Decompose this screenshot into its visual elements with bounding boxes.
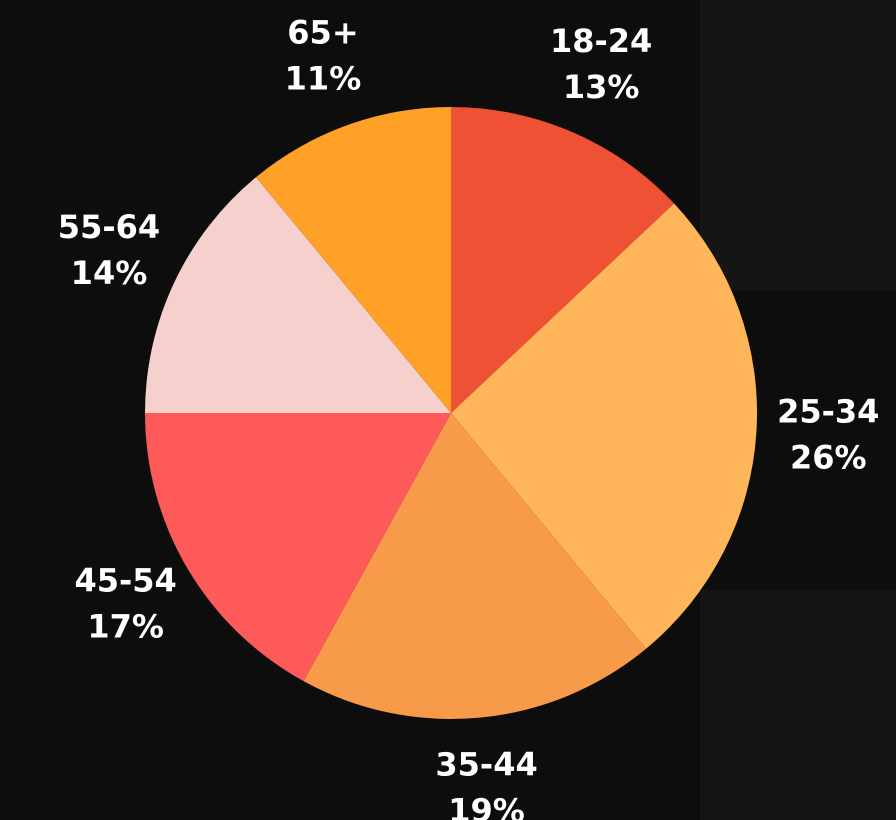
slice-category-label: 25-34 (777, 393, 879, 431)
slice-value-label: 26% (790, 439, 867, 477)
pie-slice (451, 107, 675, 413)
slice-category-label: 18-24 (550, 22, 652, 60)
slice-value-label: 14% (71, 254, 148, 292)
background-photo (700, 0, 896, 290)
slice-value-label: 13% (563, 68, 640, 106)
slice-value-label: 17% (87, 607, 164, 645)
pie-slice (145, 413, 451, 682)
slice-category-label: 45-54 (74, 561, 176, 599)
pie-slice (303, 413, 647, 719)
pie-slice (145, 177, 451, 413)
slice-category-label: 55-64 (58, 208, 160, 246)
background-photo (700, 590, 896, 820)
slice-category-label: 65+ (287, 13, 358, 51)
pie-slice (255, 106, 451, 413)
slice-value-label: 19% (448, 791, 525, 820)
slice-category-label: 35-44 (435, 745, 537, 783)
pie-slice (451, 203, 757, 649)
slice-value-label: 11% (285, 59, 362, 97)
